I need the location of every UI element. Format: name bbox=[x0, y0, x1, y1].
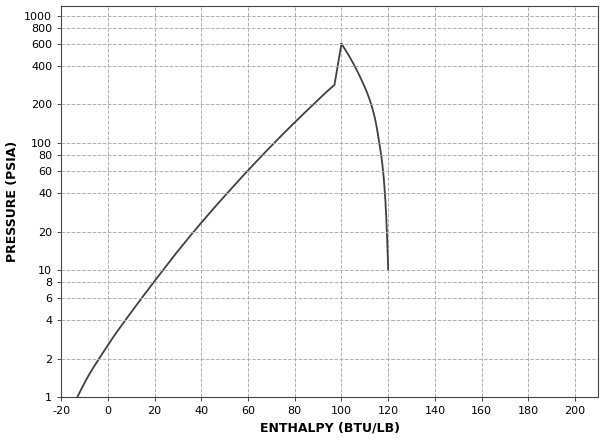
Y-axis label: PRESSURE (PSIA): PRESSURE (PSIA) bbox=[5, 141, 19, 262]
X-axis label: ENTHALPY (BTU/LB): ENTHALPY (BTU/LB) bbox=[260, 422, 400, 434]
